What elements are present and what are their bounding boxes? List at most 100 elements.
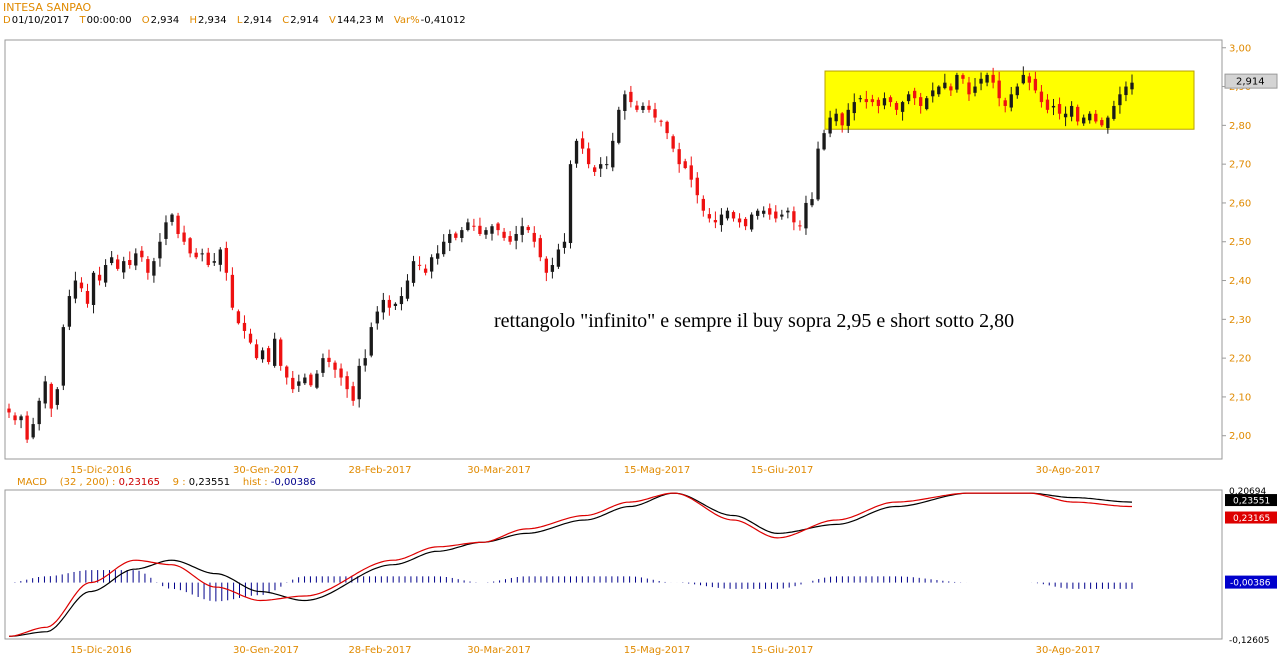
candle bbox=[279, 337, 283, 371]
candle-body bbox=[188, 238, 192, 254]
candle bbox=[508, 231, 512, 245]
macd-line bbox=[8, 492, 1132, 637]
candle bbox=[852, 93, 856, 121]
candle-body bbox=[200, 253, 204, 255]
chart-header: INTESA SANPAO D01/10/2017 T00:00:00 O2,9… bbox=[3, 1, 473, 27]
candle bbox=[345, 371, 349, 398]
candle bbox=[200, 248, 204, 262]
candle-body bbox=[206, 252, 210, 266]
candle-body bbox=[647, 105, 651, 110]
candle-body bbox=[671, 136, 675, 149]
candle bbox=[1112, 100, 1116, 121]
candle bbox=[97, 266, 102, 286]
price-y-axis: 3,002,902,802,702,602,502,402,302,202,10… bbox=[1222, 43, 1251, 442]
candle-body bbox=[568, 164, 573, 244]
candle bbox=[749, 212, 754, 232]
candle bbox=[665, 120, 669, 140]
candle bbox=[671, 134, 675, 153]
candle bbox=[67, 289, 72, 331]
price-y-tick-label: 2,30 bbox=[1229, 315, 1251, 326]
macd-histogram bbox=[14, 570, 1133, 602]
candle-body bbox=[182, 232, 186, 242]
candle bbox=[894, 101, 899, 116]
candle bbox=[1082, 114, 1086, 126]
price-y-tick-label: 2,70 bbox=[1229, 160, 1251, 171]
candle-body bbox=[695, 177, 699, 196]
candle-body bbox=[242, 322, 247, 331]
candle bbox=[792, 206, 796, 231]
candle-body bbox=[653, 109, 657, 118]
candle bbox=[786, 207, 790, 219]
var-key: Var% bbox=[393, 15, 420, 26]
macd-x-tick-label: 30-Ago-2017 bbox=[1036, 645, 1101, 656]
candle-body bbox=[91, 272, 96, 305]
candle bbox=[762, 206, 766, 218]
candle bbox=[556, 243, 561, 269]
candle bbox=[297, 374, 301, 392]
candle bbox=[7, 403, 11, 418]
candle-body bbox=[876, 99, 881, 106]
candle-body bbox=[7, 408, 11, 413]
macd-value-tag bbox=[1225, 511, 1277, 524]
candle bbox=[1039, 85, 1044, 108]
candle-body bbox=[236, 311, 241, 324]
price-x-tick-label: 15-Giu-2017 bbox=[751, 465, 814, 476]
candle bbox=[242, 315, 247, 339]
candle bbox=[31, 417, 35, 440]
candle-body bbox=[526, 226, 530, 231]
candle bbox=[490, 224, 494, 241]
hist-legend-name: hist bbox=[242, 477, 262, 488]
candle bbox=[472, 218, 476, 231]
candle bbox=[955, 72, 959, 93]
candle bbox=[1009, 86, 1013, 112]
candle bbox=[1051, 98, 1056, 116]
candle bbox=[834, 108, 838, 126]
candle bbox=[303, 373, 307, 385]
candle bbox=[822, 129, 826, 151]
candle-body bbox=[1057, 104, 1062, 114]
candle-body bbox=[919, 97, 923, 106]
candle-body bbox=[725, 210, 730, 219]
candle bbox=[496, 222, 500, 236]
candle bbox=[248, 328, 253, 345]
candle-body bbox=[333, 362, 337, 370]
candle-body bbox=[834, 113, 838, 122]
candle-body bbox=[804, 202, 808, 229]
candle bbox=[91, 270, 96, 314]
candle bbox=[870, 94, 875, 107]
candle-body bbox=[272, 338, 277, 366]
candle bbox=[448, 229, 452, 252]
candle bbox=[641, 102, 645, 114]
candle-body bbox=[810, 199, 814, 206]
macd-x-tick-label: 30-Mar-2017 bbox=[467, 645, 531, 656]
candle bbox=[804, 195, 808, 235]
price-x-axis: 15-Dic-2016 30-Gen-2017 28-Feb-2017 30-Mar-… bbox=[70, 465, 1100, 476]
candle-body bbox=[822, 133, 826, 150]
var-value: -0,41012 bbox=[420, 15, 466, 26]
candle-body bbox=[532, 232, 536, 242]
candle bbox=[254, 339, 259, 360]
candle bbox=[544, 256, 549, 282]
macd-x-tick-label: 28-Feb-2017 bbox=[348, 645, 411, 656]
candle-body bbox=[798, 225, 802, 227]
candle bbox=[520, 217, 524, 243]
candle-body bbox=[858, 98, 862, 100]
candle-body bbox=[260, 350, 265, 360]
candle bbox=[351, 381, 355, 406]
candle bbox=[514, 225, 518, 250]
candle-body bbox=[212, 261, 216, 263]
candle-body bbox=[279, 339, 283, 366]
candle-body bbox=[218, 249, 222, 265]
candle bbox=[315, 370, 319, 390]
candle-body bbox=[1027, 76, 1032, 83]
candle-body bbox=[1039, 91, 1044, 103]
candle bbox=[436, 245, 440, 265]
price-x-tick-label: 30-Ago-2017 bbox=[1036, 465, 1101, 476]
candle bbox=[991, 67, 995, 89]
candle-body bbox=[254, 344, 259, 359]
candle bbox=[260, 347, 265, 363]
candle bbox=[973, 78, 977, 97]
signal-legend-name: 9 bbox=[172, 477, 180, 488]
candle bbox=[828, 110, 832, 138]
